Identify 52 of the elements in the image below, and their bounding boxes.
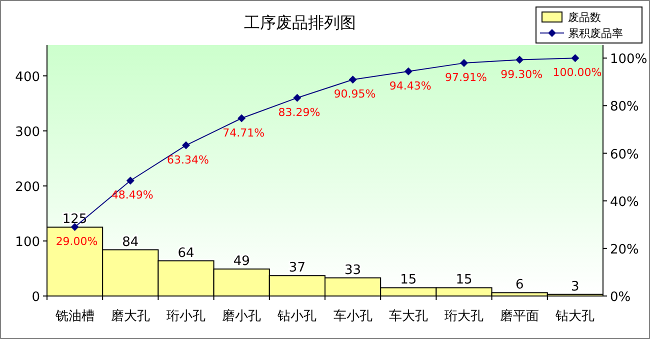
y2-tick-label: 20% — [610, 242, 639, 258]
data-label: 97.91% — [445, 71, 487, 84]
x-tick-label: 钻大孔 — [554, 309, 595, 324]
data-label: 90.95% — [334, 88, 376, 101]
data-label: 99.30% — [500, 68, 543, 81]
y2-tick-label: 60% — [610, 147, 639, 162]
y2-tick-label: 100% — [610, 52, 648, 68]
point — [404, 67, 412, 76]
data-label: 15 — [456, 272, 472, 288]
data-label: 83.29% — [278, 106, 320, 119]
y2-tick-label: 80% — [610, 100, 639, 115]
data-label: 94.43% — [389, 79, 432, 92]
x-tick-label: 珩小孔 — [166, 309, 206, 324]
data-label: 3 — [571, 279, 580, 294]
point — [348, 76, 357, 84]
x-tick-label: 磨小孔 — [222, 309, 262, 324]
data-label: 63.34% — [167, 153, 209, 166]
x-tick-label: 铣油槽 — [54, 309, 94, 324]
y-tick-label: 0 — [32, 290, 40, 305]
y-tick-label: 100 — [15, 234, 40, 250]
data-label: 64 — [178, 246, 194, 261]
point — [238, 114, 246, 122]
y-tick-label: 200 — [15, 180, 40, 195]
data-label: 6 — [515, 278, 524, 293]
point — [571, 54, 580, 62]
chart-title: 工序废品排列图 — [244, 13, 356, 32]
point — [182, 141, 190, 150]
y2-tick-label: 0% — [610, 290, 631, 305]
y-tick-label: 400 — [15, 70, 40, 85]
x-tick-label: 磨大孔 — [110, 309, 150, 324]
data-label: 84 — [122, 234, 139, 250]
y2-tick-label: 40% — [610, 194, 639, 210]
data-label: 49 — [233, 254, 250, 270]
data-label: 100.00% — [552, 66, 602, 80]
data-label: 48.49% — [111, 188, 154, 202]
data-label: 74.71% — [222, 126, 265, 140]
data-label: 29.00% — [56, 235, 98, 248]
legend-label: 废品数 — [568, 11, 601, 24]
data-label: 15 — [400, 272, 417, 288]
x-tick-label: 珩大孔 — [444, 309, 484, 324]
legend-label: 累积废品率 — [568, 27, 623, 40]
x-tick-label: 车小孔 — [333, 309, 372, 324]
point — [293, 94, 302, 102]
point — [516, 56, 524, 64]
point — [460, 59, 468, 68]
x-tick-label: 磨平面 — [500, 309, 540, 324]
point — [126, 176, 134, 185]
x-tick-label: 钻小孔 — [276, 309, 317, 324]
y-tick-label: 300 — [15, 124, 40, 140]
x-tick-label: 车大孔 — [388, 309, 428, 324]
data-label: 33 — [344, 262, 362, 278]
data-label: 37 — [288, 260, 306, 276]
